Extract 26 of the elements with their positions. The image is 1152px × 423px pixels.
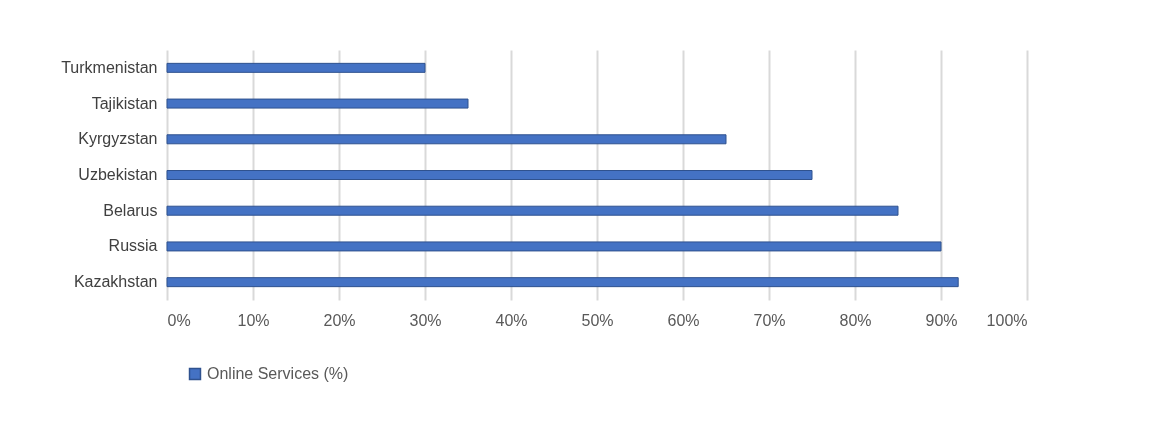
y-tick-label: Kyrgyzstan [78, 130, 158, 148]
legend-label: Online Services (%) [207, 365, 349, 382]
x-tick-label: 50% [581, 311, 614, 329]
y-tick-label: Belarus [103, 201, 158, 219]
x-tick-label: 30% [409, 311, 442, 329]
x-tick-label: 70% [753, 311, 786, 329]
y-tick-label: Tajikistan [91, 94, 158, 112]
bar [166, 241, 942, 252]
x-tick-label: 10% [237, 311, 270, 329]
x-tick-label: 20% [323, 311, 356, 329]
bar [166, 277, 959, 288]
x-tick-label: 80% [839, 311, 872, 329]
bar [166, 98, 469, 109]
bar [166, 205, 899, 216]
x-tick-label: 90% [925, 311, 958, 329]
x-tick-label: 60% [667, 311, 700, 329]
y-tick-label: Russia [108, 237, 158, 255]
x-tick-label: 100% [986, 311, 1028, 329]
x-tick-label: 0% [167, 311, 191, 329]
y-tick-label: Turkmenistan [61, 58, 158, 76]
bar [166, 134, 727, 145]
y-tick-label: Uzbekistan [78, 166, 158, 183]
x-tick-label: 40% [495, 311, 528, 329]
y-tick-label: Kazakhstan [73, 273, 158, 291]
bar [166, 170, 813, 180]
bar [166, 62, 426, 73]
